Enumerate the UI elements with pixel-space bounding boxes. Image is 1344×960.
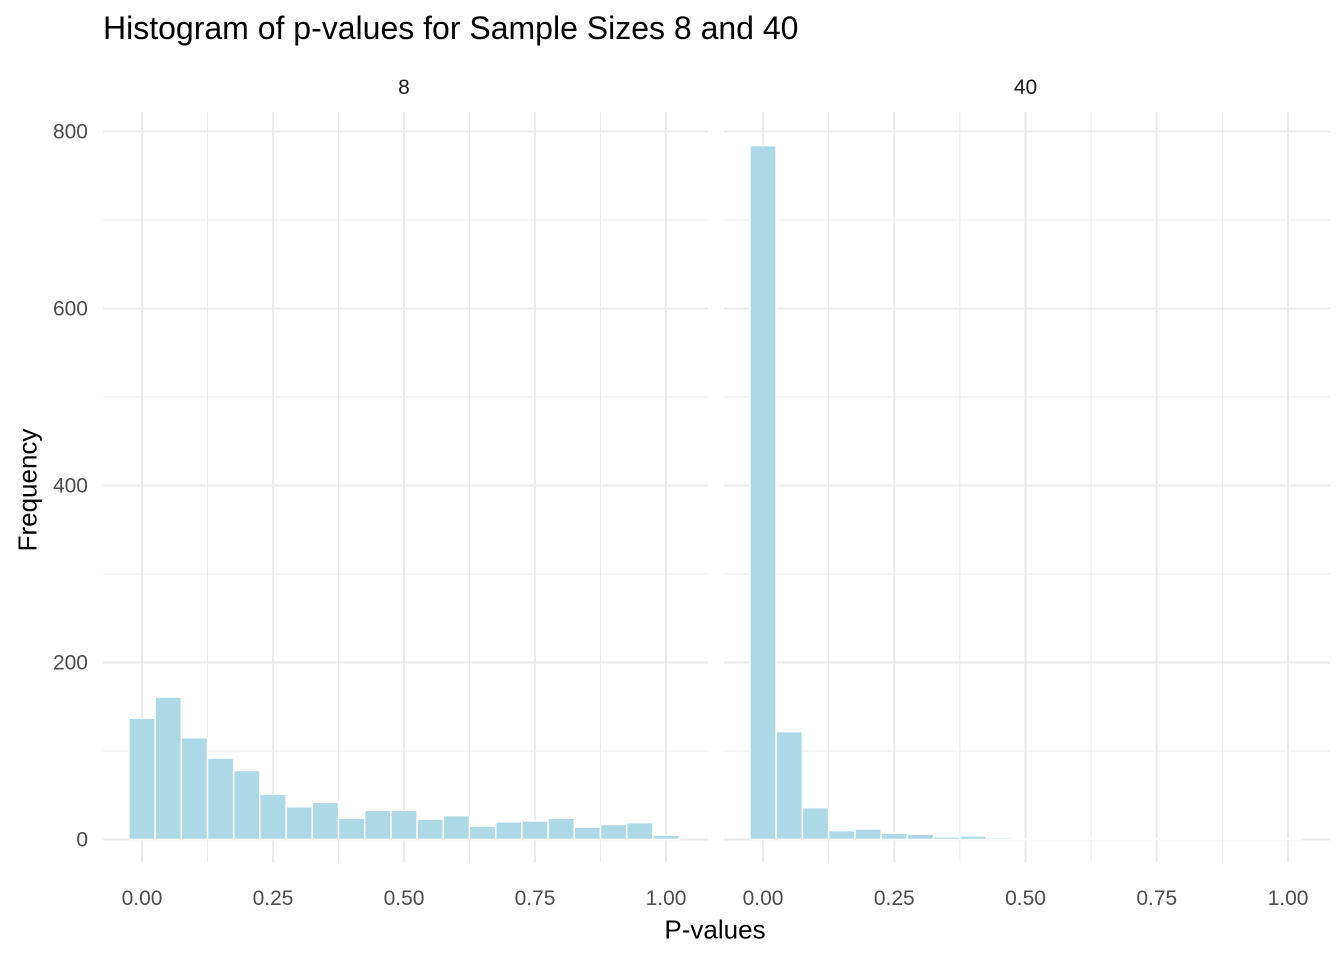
histogram-bar <box>1195 838 1224 841</box>
x-tick-label: 1.00 <box>1268 887 1309 910</box>
y-tick-label: 200 <box>53 652 88 675</box>
histogram-bar <box>625 821 654 841</box>
x-tick-label: 0.50 <box>1005 887 1046 910</box>
y-tick-label: 400 <box>53 475 88 498</box>
histogram-bar <box>1247 838 1276 841</box>
histogram-bar <box>1274 838 1302 841</box>
histogram-bar <box>749 144 777 841</box>
histogram-bar <box>442 814 471 841</box>
histogram-bar <box>259 793 287 841</box>
chart-title: Histogram of p-values for Sample Sizes 8… <box>103 10 799 46</box>
x-axis-label: P-values <box>664 914 766 945</box>
histogram-bar <box>416 818 445 841</box>
histogram-bar <box>652 834 680 841</box>
histogram-bar <box>1037 838 1066 841</box>
facet-label: 8 <box>398 76 410 99</box>
histogram-bar <box>599 823 628 841</box>
x-tick-label: 0.00 <box>743 887 784 910</box>
y-tick-label: 600 <box>53 298 88 321</box>
histogram-bar <box>1116 838 1145 841</box>
histogram-bar <box>468 825 497 841</box>
histogram-bar <box>1169 838 1197 841</box>
histogram-bar <box>1011 837 1040 841</box>
histogram-bar <box>206 757 235 841</box>
histogram-bar <box>906 833 935 841</box>
histogram-bar <box>827 829 856 841</box>
histogram-bar <box>285 806 314 841</box>
histogram-bar <box>337 817 366 841</box>
x-tick-label: 0.75 <box>515 887 556 910</box>
histogram-bar <box>985 836 1014 841</box>
histogram-bar <box>801 806 830 841</box>
facet-label: 40 <box>1014 76 1037 99</box>
x-tick-label: 0.25 <box>874 887 915 910</box>
histogram-bar <box>1142 838 1171 841</box>
histogram-bar <box>363 809 392 841</box>
x-tick-label: 0.75 <box>1136 887 1177 910</box>
histogram-bar <box>880 832 909 841</box>
histogram-bar <box>311 801 340 841</box>
x-tick-label: 0.25 <box>253 887 294 910</box>
histogram-bar <box>521 820 549 841</box>
histogram-bar <box>932 836 961 841</box>
histogram-bar <box>1221 838 1250 841</box>
histogram-bar <box>854 828 882 841</box>
histogram-bar <box>154 696 183 841</box>
y-tick-label: 0 <box>76 829 88 852</box>
x-tick-label: 0.50 <box>384 887 425 910</box>
x-tick-label: 0.00 <box>122 887 163 910</box>
y-tick-label: 800 <box>53 121 88 144</box>
histogram-bar <box>959 835 987 841</box>
x-tick-label: 1.00 <box>646 887 687 910</box>
histogram-bar <box>128 717 156 841</box>
histogram-bar <box>494 821 523 841</box>
histogram-bar <box>775 730 804 841</box>
histogram-bar <box>1090 838 1119 841</box>
histogram-bar <box>573 826 602 841</box>
histogram-bar <box>547 817 576 841</box>
histogram-bar <box>390 809 418 841</box>
histogram-bar <box>180 736 209 841</box>
histogram-bar <box>232 769 261 841</box>
histogram-bar <box>1064 838 1092 841</box>
